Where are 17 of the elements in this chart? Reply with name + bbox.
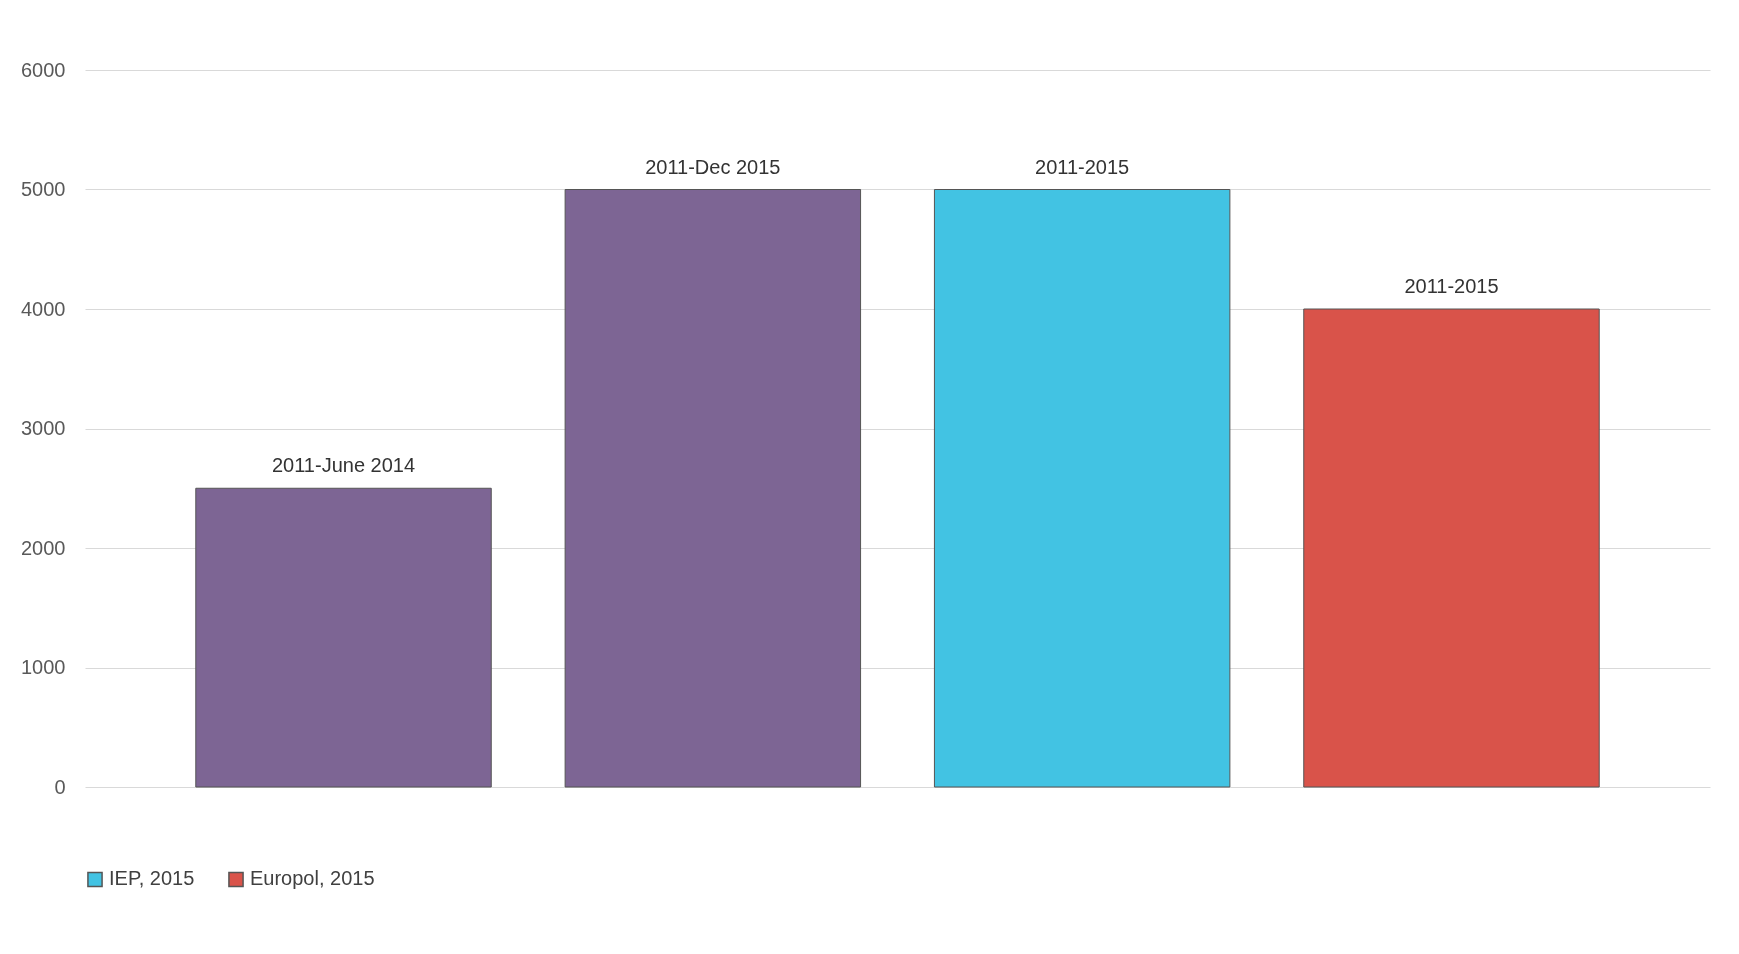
legend-label: Europol, 2015 [250, 867, 375, 890]
bar [195, 487, 492, 788]
bar [933, 189, 1231, 788]
y-tick-label: 0 [54, 775, 66, 798]
y-tick-label: 3000 [21, 417, 66, 439]
bar [564, 189, 862, 788]
y-tick-label: 5000 [21, 178, 66, 200]
data-label: 2011-2015 [1035, 155, 1130, 178]
y-tick-label: 4000 [21, 297, 66, 320]
y-tick-label: 2000 [21, 536, 66, 559]
data-label: 2011-2015 [1404, 275, 1499, 297]
y-tick-label: 6000 [21, 58, 66, 81]
y-tick-label: 1000 [21, 656, 66, 678]
legend-label: IEP, 2015 [109, 867, 195, 890]
data-label: 2011-Dec 2015 [645, 155, 781, 178]
data-label: 2011-June 2014 [271, 454, 416, 477]
bar [1303, 308, 1600, 788]
